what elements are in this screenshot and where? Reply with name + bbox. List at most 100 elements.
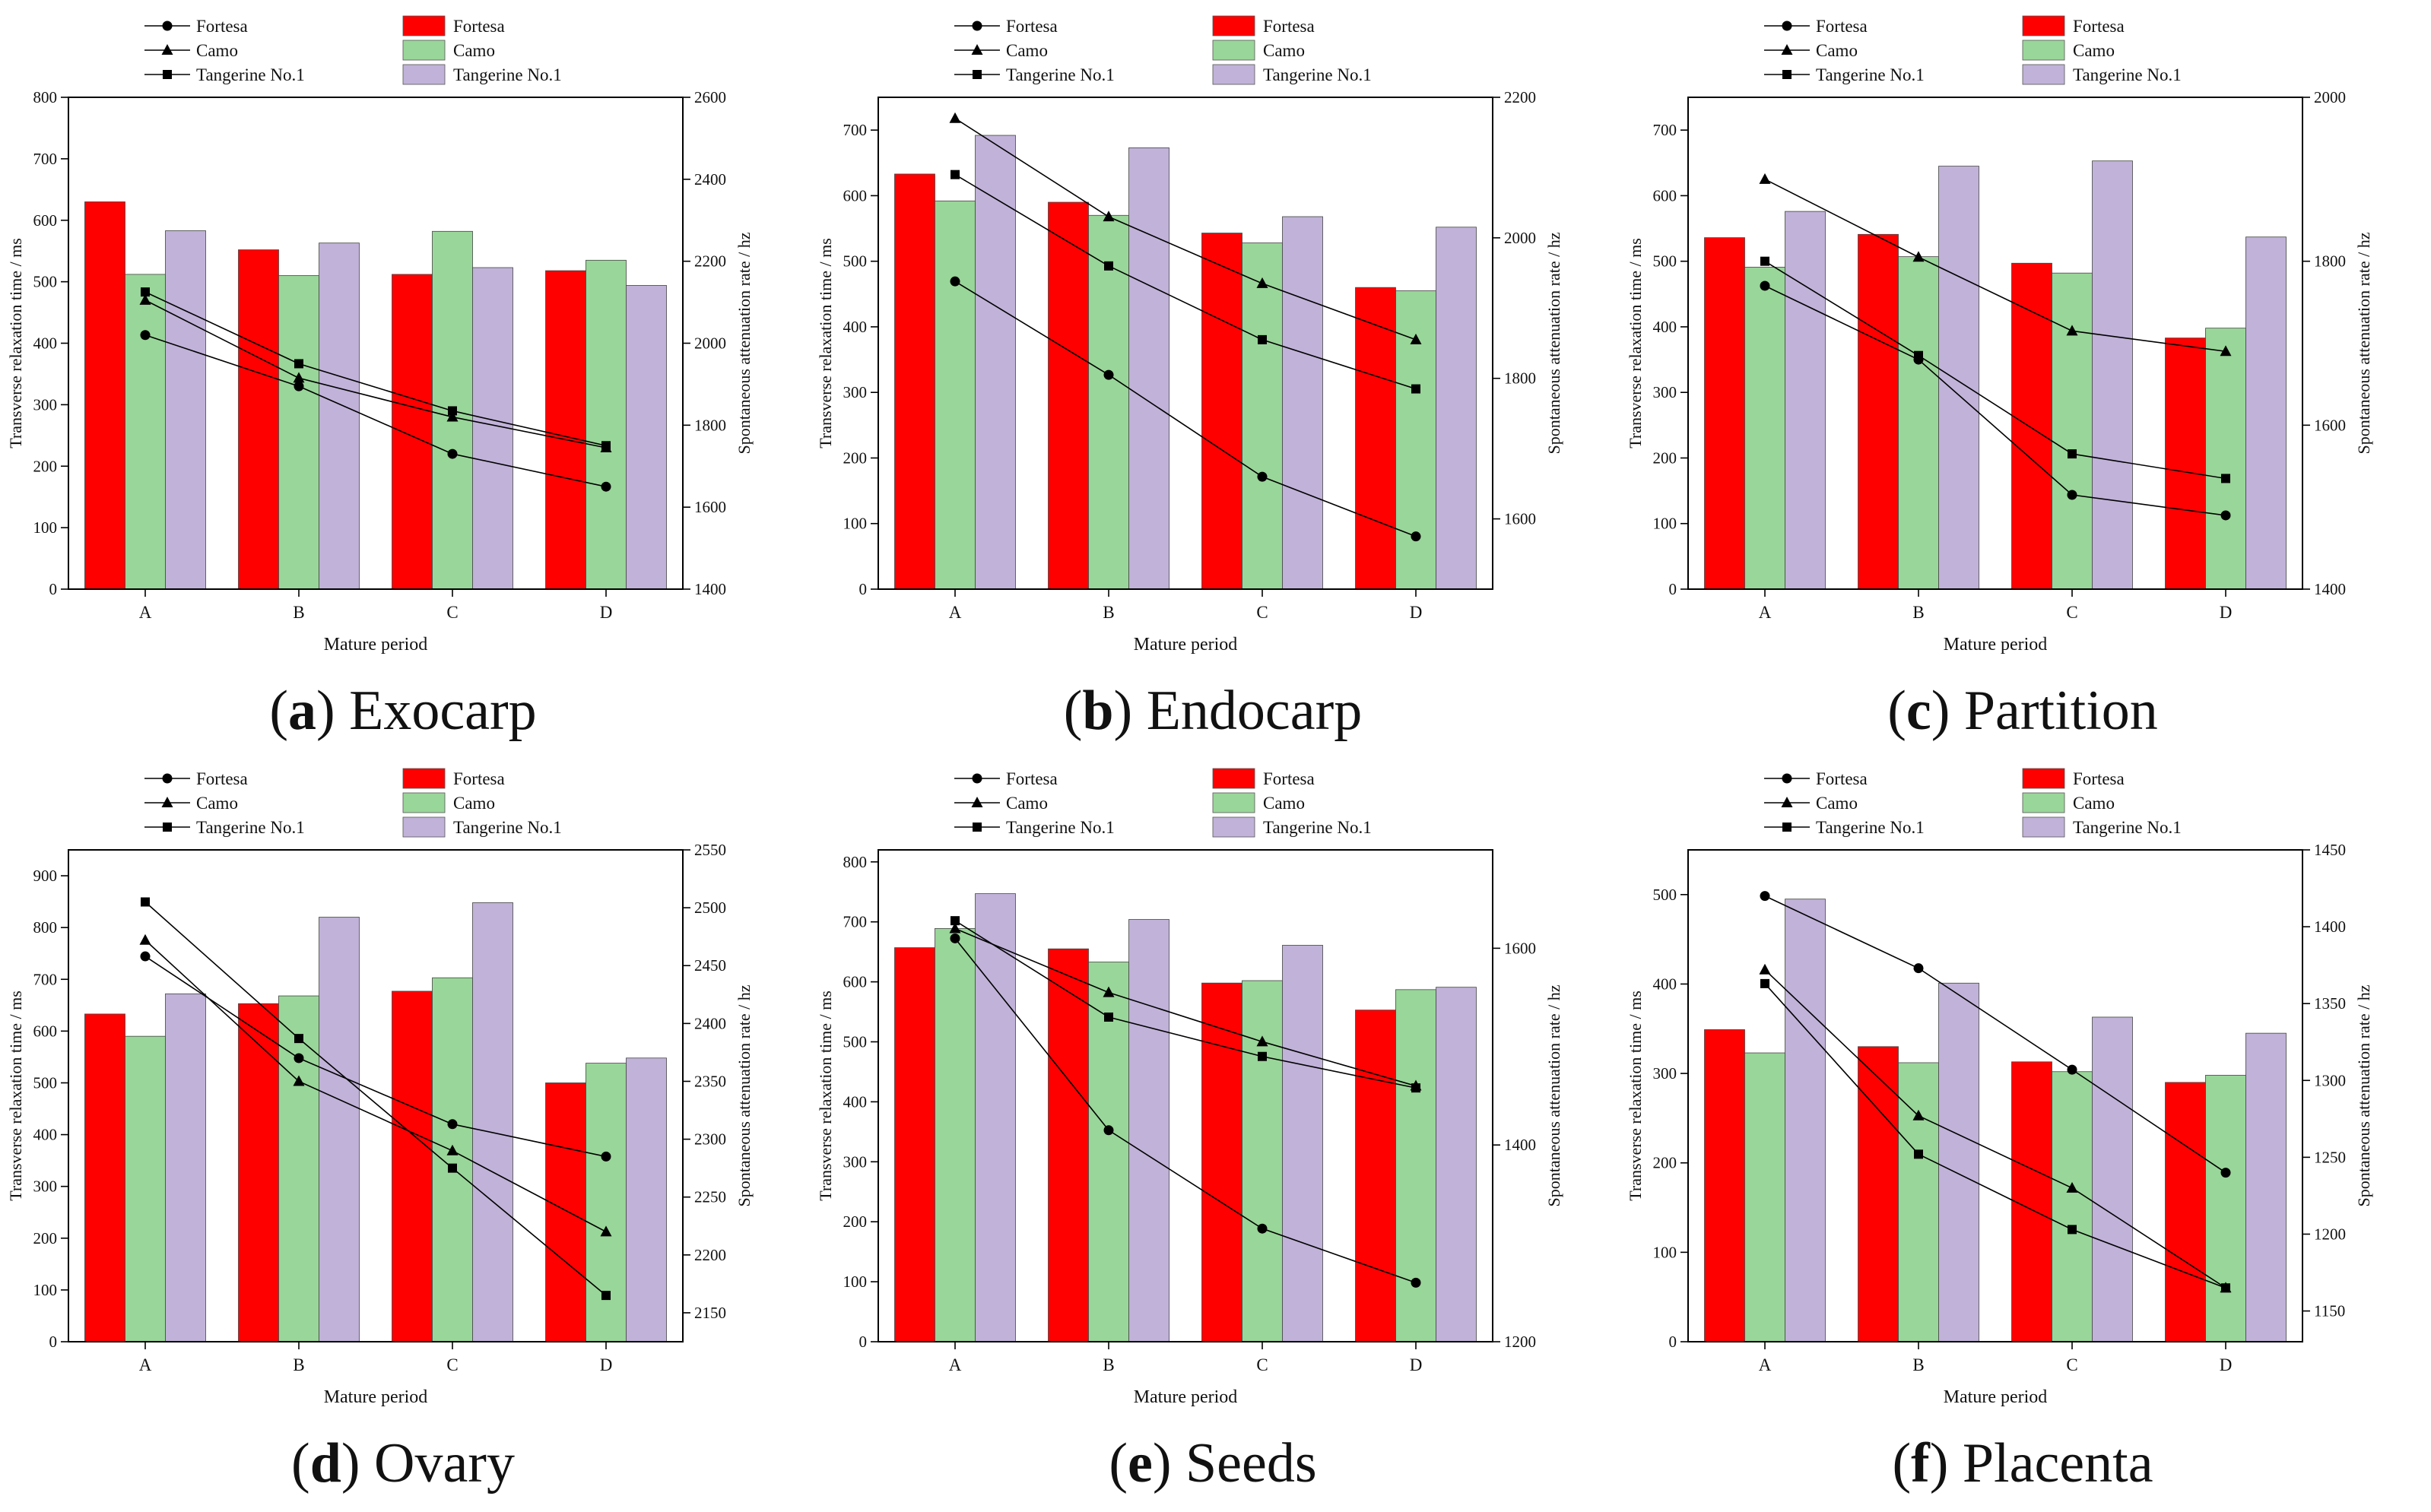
- series-line: [144, 300, 607, 449]
- bar: [1436, 987, 1477, 1342]
- x-axis: A B C D: [139, 1342, 612, 1374]
- data-point: [1410, 333, 1422, 344]
- caption-e: (e) Seeds: [1109, 1432, 1317, 1495]
- y2-tick-label: 2500: [694, 899, 726, 917]
- chart-e: Fortesa Camo Tangerine No.1 Fortesa Camo Tang…: [816, 768, 1563, 1407]
- x-tick-label: B: [1103, 603, 1114, 622]
- y-tick-label: 700: [33, 150, 58, 168]
- y-tick-label: 300: [33, 1178, 58, 1196]
- bar: [84, 1013, 125, 1342]
- y-tick-label: 700: [843, 913, 868, 931]
- data-point: [1760, 891, 1770, 902]
- caption-letter: b: [1082, 680, 1114, 742]
- data-point: [2221, 1283, 2230, 1293]
- y2-tick-label: 2150: [694, 1304, 726, 1322]
- bar: [2011, 1061, 2052, 1342]
- bar: [1938, 982, 1979, 1342]
- legend-swatch: [402, 792, 446, 813]
- legend-line-label: Camo: [1006, 794, 1048, 813]
- legend-marker: [163, 823, 172, 832]
- series-line: [1764, 285, 2226, 516]
- bar: [2245, 236, 2287, 590]
- legend-line-label: Camo: [196, 41, 238, 60]
- bar: [1898, 256, 1939, 590]
- data-point: [2220, 345, 2232, 357]
- bar: [975, 135, 1016, 590]
- lines: [949, 112, 1422, 542]
- x-tick-label: D: [600, 603, 613, 622]
- data-point: [949, 112, 961, 123]
- chart-d: Fortesa Camo Tangerine No.1 Fortesa Camo Tang…: [6, 768, 754, 1407]
- bar: [1704, 237, 1745, 590]
- legend-swatch: [2022, 15, 2065, 36]
- legend-marker: [162, 773, 173, 784]
- lines: [949, 916, 1422, 1288]
- bar: [1436, 227, 1477, 590]
- bars: [84, 201, 667, 590]
- bar: [1785, 899, 1826, 1342]
- x-axis: A B C D: [949, 589, 1422, 622]
- y-axis-label: Transverse relaxation time / ms: [6, 991, 25, 1201]
- panel-d: Fortesa Camo Tangerine No.1 Fortesa Camo Tang…: [0, 753, 806, 1505]
- legend-swatch: [2022, 40, 2065, 61]
- y2-tick-label: 2400: [694, 1014, 726, 1032]
- chart-a: Fortesa Camo Tangerine No.1 Fortesa Camo Tang…: [6, 15, 754, 655]
- legend-marker: [162, 21, 173, 31]
- chart-b: Fortesa Camo Tangerine No.1 Fortesa Camo Tang…: [816, 15, 1563, 655]
- legend-marker: [161, 797, 173, 807]
- bar: [894, 947, 935, 1342]
- bar: [2092, 160, 2133, 590]
- y2-tick-label: 1400: [2314, 918, 2346, 936]
- legend: Fortesa Camo Tangerine No.1 Fortesa Camo Tang…: [1764, 768, 2182, 838]
- legend-bar-label: Tangerine No.1: [2073, 818, 2182, 837]
- bar: [1355, 1010, 1396, 1342]
- caption-label: Partition: [1963, 680, 2158, 742]
- data-point: [600, 1225, 612, 1237]
- x-tick-label: A: [949, 603, 962, 622]
- y-axis-label: Transverse relaxation time / ms: [1626, 238, 1645, 449]
- data-point: [1257, 471, 1268, 482]
- x-axis: A B C D: [1759, 589, 2232, 622]
- data-point: [2067, 1064, 2077, 1075]
- y2-tick-label: 2450: [694, 956, 726, 975]
- y2-tick-label: 1200: [1504, 1333, 1536, 1351]
- data-point: [294, 359, 303, 369]
- bar: [1858, 233, 1899, 590]
- y-tick-label: 100: [1653, 515, 1677, 533]
- y2-tick-label: 2200: [694, 252, 726, 271]
- series-line: [954, 173, 1417, 390]
- bars: [894, 135, 1477, 590]
- y-axis-label: Transverse relaxation time / ms: [1626, 991, 1645, 1201]
- x-tick-label: C: [1256, 603, 1268, 622]
- caption-b: (b) Endocarp: [1063, 680, 1363, 742]
- y-tick-label: 800: [843, 853, 868, 871]
- caption-label: Endocarp: [1146, 680, 1363, 742]
- series-line: [954, 118, 1417, 341]
- bar: [975, 893, 1016, 1342]
- caption-c: (c) Partition: [1887, 680, 2158, 742]
- y-tick-label: 700: [33, 970, 58, 988]
- y2-tick-label: 1150: [2314, 1302, 2345, 1320]
- legend-bar-label: Tangerine No.1: [1263, 65, 1372, 84]
- data-point: [1913, 963, 1924, 974]
- data-point: [293, 372, 305, 383]
- plot-frame: [878, 97, 1493, 590]
- data-point: [294, 381, 304, 391]
- x-tick-label: B: [1912, 1355, 1924, 1374]
- y-tick-label: 300: [1653, 383, 1677, 401]
- legend-swatch: [2022, 64, 2065, 85]
- x-tick-label: C: [446, 603, 458, 622]
- panel-e: Fortesa Camo Tangerine No.1 Fortesa Camo Tang…: [810, 753, 1616, 1505]
- x-tick-label: A: [139, 1355, 152, 1374]
- legend-marker: [1782, 21, 1792, 31]
- bar: [1282, 216, 1323, 590]
- x-tick-label: A: [949, 1355, 962, 1374]
- series-line: [954, 937, 1417, 1284]
- y-tick-label: 200: [1653, 1154, 1677, 1172]
- y2-tick-label: 1400: [2314, 580, 2346, 598]
- y-tick-label: 500: [843, 252, 868, 271]
- y2-tick-label: 1450: [2314, 841, 2346, 859]
- y-tick-label: 500: [33, 273, 58, 291]
- y-axis-label: Transverse relaxation time / ms: [6, 238, 25, 449]
- data-point: [1103, 986, 1115, 997]
